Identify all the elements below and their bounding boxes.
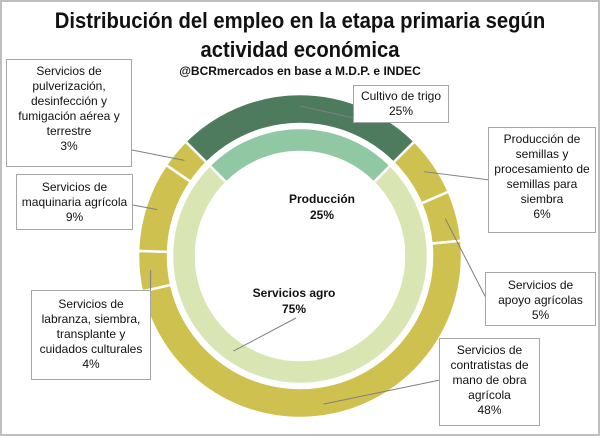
callout-cultivo-de-trigo-value: 25%: [388, 104, 414, 118]
leader-line-servicios-de-apoyo-agricolas: [444, 218, 488, 301]
leader-lines: [131, 105, 491, 405]
inner-label-servicios-agro-value: 75%: [281, 302, 307, 316]
callout-servicios-de-contratistas-name: Servicios de contratistas de mano de obr…: [450, 343, 529, 402]
callout-servicios-de-apoyo-name: Servicios de apoyo agrícolas: [498, 278, 583, 307]
callout-servicios-de-contratistas: Servicios de contratistas de mano de obr…: [439, 338, 540, 426]
callout-produccion-de-semillas-name: Producción de semillas y procesamiento d…: [494, 132, 590, 206]
inner-label-produccion-value: 25%: [309, 208, 335, 222]
outer-slice-servicios-de-labranza-siembra-transplant: [136, 249, 173, 293]
inner-slice-servicios-agro: [170, 163, 430, 386]
callout-servicios-de-pulverizacion: Servicios de pulverización, desinfección…: [6, 59, 132, 167]
leader-line-produccion-de-semillas-y-procesamiento-d: [423, 171, 491, 181]
callout-servicios-de-labranza: Servicios de labranza, siembra, transpla…: [31, 290, 151, 380]
callout-servicios-de-contratistas-value: 48%: [477, 403, 502, 417]
callout-servicios-de-labranza-value: 4%: [82, 357, 100, 371]
chart-title: Distribución del empleo en la etapa prim…: [24, 6, 576, 64]
chart-subtitle: @BCRmercados en base a M.D.P. e INDEC: [179, 64, 421, 78]
outer-slice-servicios-de-pulverizacion-desinfeccion-: [164, 139, 209, 184]
leader-line-servicios-de-contratistas-de-mano-de-obr: [323, 379, 441, 405]
callout-servicios-de-pulverizacion-value: 3%: [60, 139, 78, 153]
callout-servicios-de-maquinaria: Servicios de maquinaria agrícola 9%: [16, 174, 133, 230]
inner-label-servicios-agro-name: Servicios agro: [252, 286, 336, 300]
callout-servicios-de-apoyo-value: 5%: [531, 308, 550, 322]
chart-title-line-1: Distribución del empleo en la etapa prim…: [54, 8, 546, 33]
chart-title-line-2: actividad económica: [200, 37, 400, 62]
callout-produccion-de-semillas: Producción de semillas y procesamiento d…: [488, 127, 596, 233]
inner-label-servicios-agro: Servicios agro 75%: [248, 285, 340, 317]
callout-servicios-de-maquinaria-value: 9%: [65, 210, 84, 224]
callout-servicios-de-maquinaria-name: Servicios de maquinaria agrícola: [21, 180, 128, 209]
inner-label-produccion: Producción 25%: [284, 191, 360, 223]
callout-produccion-de-semillas-value: 6%: [533, 207, 551, 221]
callout-servicios-de-pulverizacion-name: Servicios de pulverización, desinfección…: [18, 64, 120, 138]
callout-cultivo-de-trigo: Cultivo de trigo 25%: [353, 85, 449, 123]
callout-servicios-de-apoyo: Servicios de apoyo agrícolas 5%: [485, 272, 596, 326]
leader-line-servicios-de-maquinaria-agricola: [132, 204, 158, 211]
inner-ring: [170, 126, 430, 386]
callout-servicios-de-labranza-name: Servicios de labranza, siembra, transpla…: [39, 297, 143, 356]
inner-label-produccion-name: Producción: [288, 192, 355, 206]
callout-cultivo-de-trigo-name: Cultivo de trigo: [360, 89, 442, 103]
leader-line-servicios-agro: [233, 317, 297, 352]
leader-line-servicios-de-pulverizacion-desinfeccion-: [131, 149, 185, 161]
